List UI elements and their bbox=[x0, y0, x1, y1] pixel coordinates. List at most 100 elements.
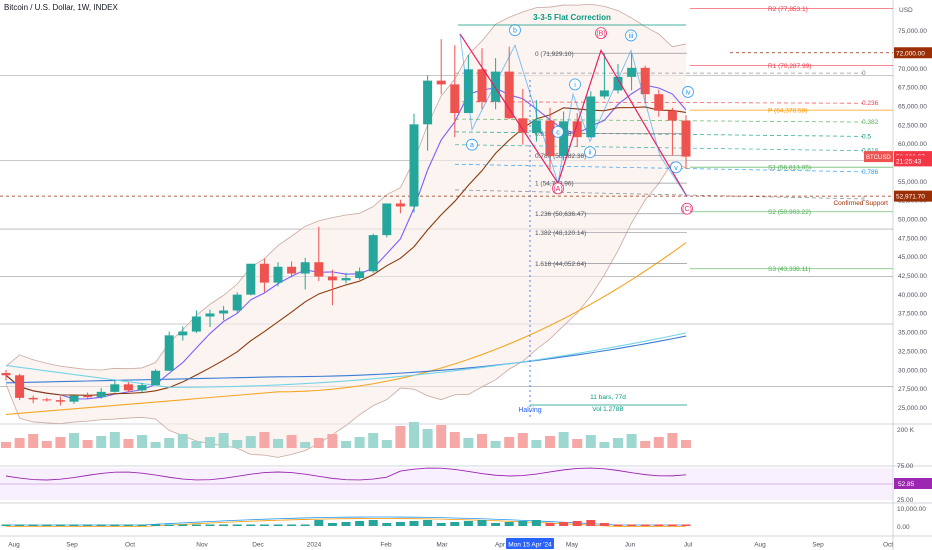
symbol-title: Bitcoin / U.S. Dollar, 1W, INDEX bbox=[4, 3, 118, 12]
wave-label-circle bbox=[682, 86, 694, 98]
volume-bar bbox=[82, 440, 93, 448]
macd-histogram-bar bbox=[545, 523, 555, 526]
candle-body bbox=[246, 263, 256, 295]
macd-histogram-bar bbox=[368, 520, 378, 526]
candle-body bbox=[423, 80, 433, 125]
macd-histogram-bar bbox=[395, 522, 405, 526]
chart-title: 3-3-5 Flat Correction bbox=[533, 13, 611, 22]
volume-bar bbox=[273, 439, 283, 448]
macd-histogram-bar bbox=[232, 524, 242, 526]
y-tick-label: 30,000.00 bbox=[898, 367, 927, 374]
macd-histogram-bar bbox=[599, 523, 609, 526]
rsi-line bbox=[5, 467, 687, 481]
y-tick-label: 62,500.00 bbox=[898, 122, 927, 129]
candle-body bbox=[341, 278, 351, 281]
macd-histogram-bar bbox=[191, 524, 201, 526]
volume-bar bbox=[422, 429, 433, 448]
candle-body bbox=[55, 400, 65, 402]
macd-histogram-bar bbox=[123, 524, 133, 526]
volume-bar bbox=[449, 432, 460, 448]
fib-ext-label: 1.382 (48,120.14) bbox=[535, 230, 586, 237]
volume-bar bbox=[286, 435, 297, 448]
fib-level-label: 0.5 bbox=[862, 133, 871, 140]
volume-tick: 200 K bbox=[897, 427, 915, 434]
volume-bar bbox=[395, 426, 406, 448]
macd-histogram-bar bbox=[96, 524, 106, 526]
candle-body bbox=[450, 84, 460, 114]
volume-bar bbox=[558, 432, 569, 448]
price-badge bbox=[894, 47, 932, 59]
wave-label: iii bbox=[629, 33, 634, 40]
macd-histogram-bar bbox=[178, 524, 188, 526]
candle-body bbox=[219, 310, 229, 314]
candle-body bbox=[654, 94, 664, 111]
candle-body bbox=[232, 294, 242, 311]
candle-body bbox=[259, 263, 269, 283]
wave-label: ii bbox=[588, 150, 592, 157]
volume-bar bbox=[504, 437, 515, 448]
fib-ext-label: 0.786 (58,382.38) bbox=[535, 153, 586, 160]
volume-bar bbox=[1, 442, 11, 448]
macd-histogram-bar bbox=[28, 524, 38, 526]
candle-body bbox=[273, 266, 283, 283]
macd-histogram-bar bbox=[627, 524, 637, 526]
wave-label: b bbox=[513, 28, 517, 35]
volume-bar bbox=[640, 441, 651, 448]
macd-histogram-bar bbox=[382, 523, 392, 526]
macd-histogram-bar bbox=[613, 524, 623, 526]
candle-body bbox=[382, 203, 392, 236]
candle-body bbox=[151, 370, 161, 386]
macd-histogram-bar bbox=[273, 524, 283, 526]
volume-bar bbox=[599, 442, 610, 448]
candle-body bbox=[613, 76, 623, 91]
volume-bar bbox=[137, 435, 147, 448]
volume-bar bbox=[490, 441, 501, 448]
volume-bar bbox=[96, 436, 107, 448]
candle-body bbox=[205, 313, 215, 317]
ticker-badge-label: BTCUSD bbox=[866, 155, 891, 161]
ma-line-50 bbox=[5, 106, 687, 396]
y-tick-label: 40,000.00 bbox=[898, 292, 927, 299]
y-tick-label: 70,000.00 bbox=[898, 66, 927, 73]
x-crosshair-label: Mon 15 Apr '24 bbox=[508, 542, 552, 549]
macd-signal-line bbox=[6, 518, 686, 527]
bollinger-fill bbox=[6, 4, 686, 458]
macd-histogram-bar bbox=[219, 524, 229, 526]
volume-bar bbox=[341, 441, 351, 448]
candle-body bbox=[137, 385, 147, 391]
macd-histogram-bar bbox=[586, 520, 596, 526]
volume-bar bbox=[327, 434, 338, 448]
price-badge-label: 21:25:43 bbox=[896, 158, 922, 165]
candle-body bbox=[1, 373, 11, 376]
fib-level-label: 0.382 bbox=[862, 119, 879, 126]
macd-histogram-bar bbox=[654, 524, 664, 526]
candle-body bbox=[83, 395, 93, 398]
ma-line-300 bbox=[5, 332, 687, 388]
volume-bar bbox=[177, 434, 188, 448]
rsi-badge bbox=[894, 478, 932, 489]
macd-histogram-bar bbox=[83, 524, 93, 526]
fib-level-label: 0 bbox=[862, 70, 866, 77]
volume-bar bbox=[409, 422, 419, 448]
volume-bar bbox=[109, 432, 120, 448]
pivot-label: R1 (70,287.99) bbox=[768, 63, 811, 70]
macd-histogram-bar bbox=[463, 521, 473, 526]
macd-histogram-bar bbox=[246, 524, 256, 526]
x-tick-label: Aug bbox=[8, 542, 20, 549]
candle-body bbox=[368, 235, 378, 272]
wave-label-circle bbox=[681, 202, 693, 215]
macd-histogram-bar bbox=[559, 522, 569, 526]
candle-body bbox=[667, 110, 677, 121]
wave-label: (C) bbox=[682, 206, 692, 213]
candle-body bbox=[627, 67, 637, 77]
date-range-bars: 11 bars, 77d bbox=[590, 394, 626, 401]
macd-histogram-bar bbox=[110, 524, 120, 526]
candle-body bbox=[572, 121, 582, 138]
macd-histogram-bar bbox=[259, 524, 269, 526]
volume-bar bbox=[626, 434, 637, 448]
wave-label-circle bbox=[569, 78, 581, 91]
y-tick-label: 50,000.00 bbox=[898, 217, 927, 224]
elliott-wave-minor bbox=[557, 49, 688, 197]
volume-bar bbox=[232, 440, 243, 448]
